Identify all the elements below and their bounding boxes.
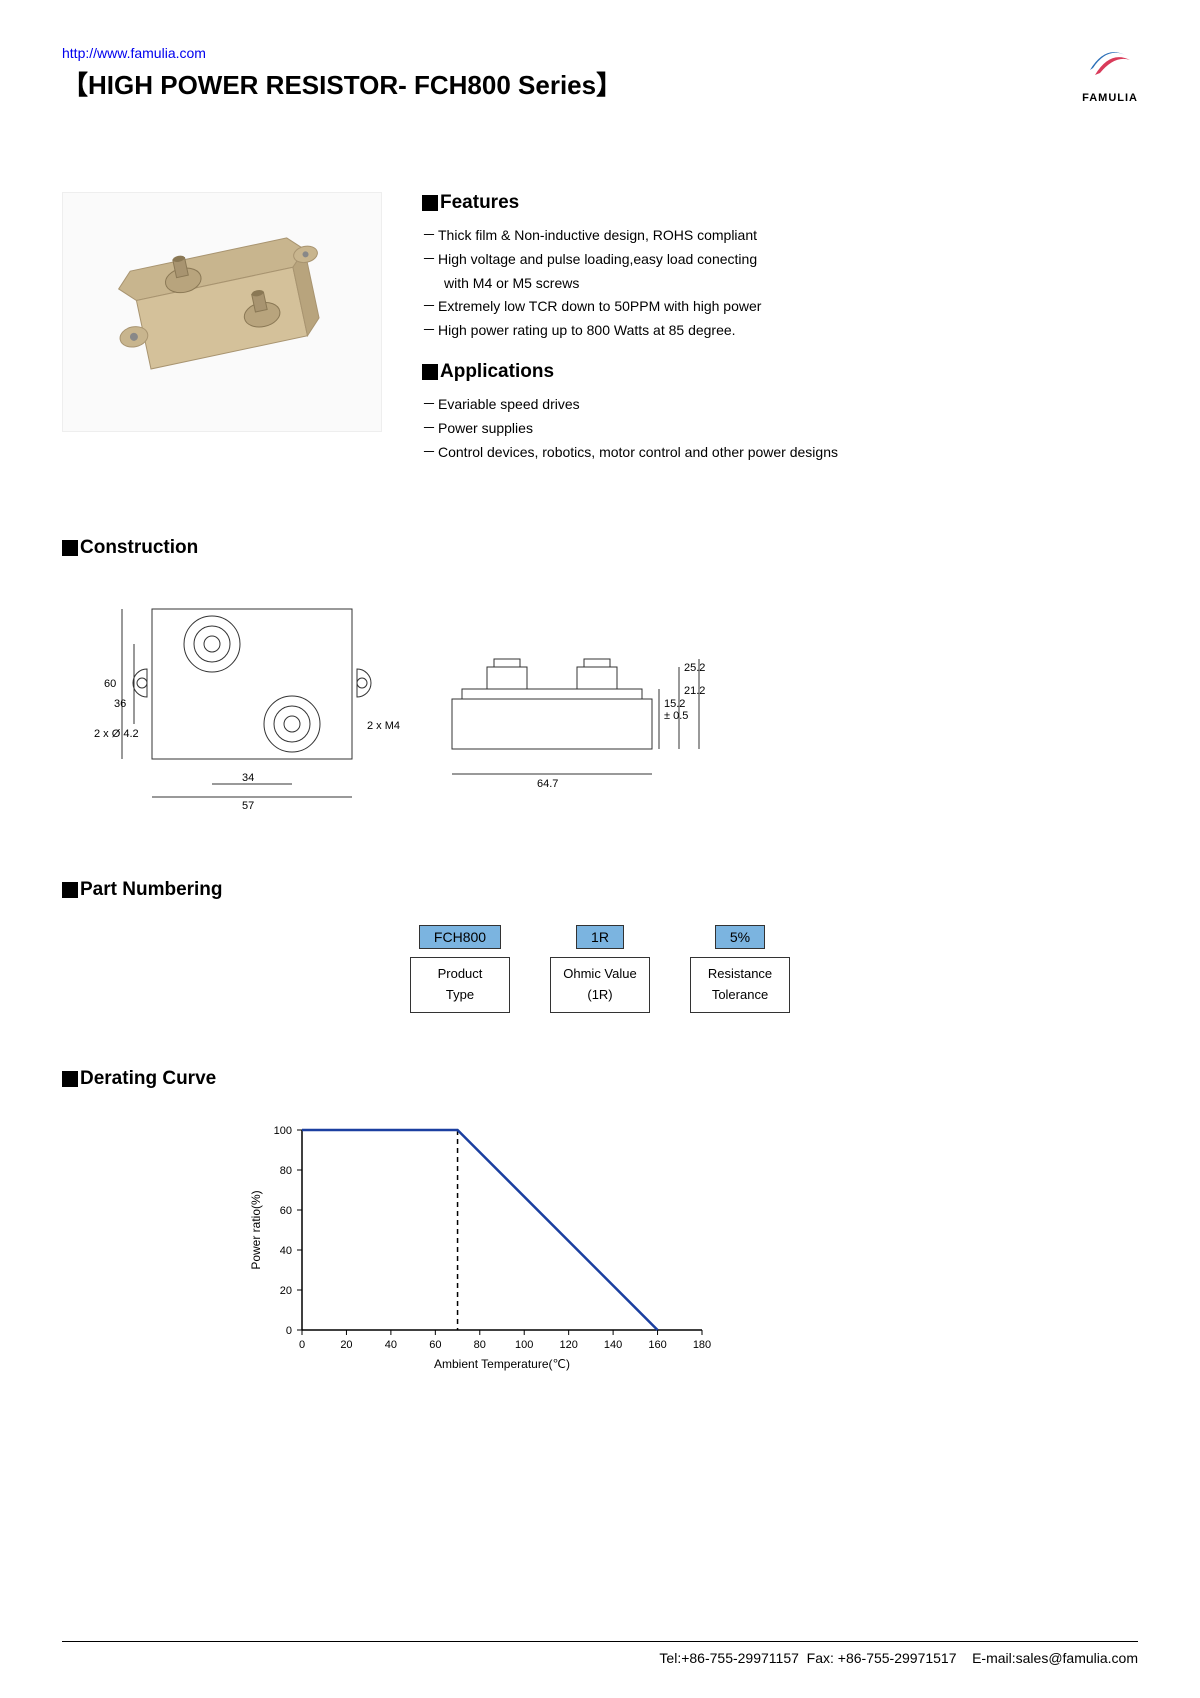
svg-text:80: 80	[474, 1339, 486, 1351]
footer-tel: Tel:+86-755-29971157	[659, 1650, 798, 1666]
features-list: Thick film & Non-inductive design, ROHS …	[422, 224, 1138, 343]
svg-text:60: 60	[280, 1205, 292, 1217]
features-heading: Features	[422, 192, 1138, 214]
partnumber-code: 1R	[576, 925, 624, 949]
partnumber-row: FCH800 ProductType 1R Ohmic Value(1R) 5% Resi…	[62, 925, 1138, 1013]
svg-text:64.7: 64.7	[537, 778, 558, 790]
svg-text:20: 20	[340, 1339, 352, 1351]
construction-heading-text: Construction	[80, 537, 198, 559]
svg-text:80: 80	[280, 1165, 292, 1177]
construction-heading: Construction	[62, 537, 1138, 559]
square-bullet-icon	[62, 1071, 78, 1087]
page-footer: Tel:+86-755-29971157 Fax: +86-755-299715…	[62, 1641, 1138, 1666]
square-bullet-icon	[62, 540, 78, 556]
svg-text:60: 60	[429, 1339, 441, 1351]
svg-text:21.2: 21.2	[684, 685, 705, 697]
product-photo	[62, 192, 382, 432]
partnumbering-heading: Part Numbering	[62, 879, 1138, 901]
svg-text:100: 100	[274, 1125, 292, 1137]
logo-swirl-icon	[1085, 45, 1135, 85]
svg-text:0: 0	[286, 1325, 292, 1337]
svg-text:Power ratio(%): Power ratio(%)	[249, 1190, 263, 1269]
footer-email: E-mail:sales@famulia.com	[972, 1650, 1138, 1666]
feature-item: Thick film & Non-inductive design, ROHS …	[422, 224, 1138, 248]
svg-text:20: 20	[280, 1285, 292, 1297]
partnumber-label: ResistanceTolerance	[690, 957, 790, 1013]
derating-heading: Derating Curve	[62, 1068, 1138, 1090]
feature-item: High power rating up to 800 Watts at 85 …	[422, 319, 1138, 343]
svg-text:36: 36	[114, 698, 126, 710]
partnumber-code: FCH800	[419, 925, 501, 949]
feature-item: with M4 or M5 screws	[422, 272, 1138, 296]
applications-heading-text: Applications	[440, 361, 554, 383]
feature-item: High voltage and pulse loading,easy load…	[422, 248, 1138, 272]
svg-text:0: 0	[299, 1339, 305, 1351]
page-title: 【HIGH POWER RESISTOR- FCH800 Series】	[62, 65, 1138, 102]
hole-label: 2 x Ø 4.2	[94, 728, 139, 740]
svg-text:140: 140	[604, 1339, 622, 1351]
header-url[interactable]: http://www.famulia.com	[62, 45, 1138, 61]
partnumber-column: 1R Ohmic Value(1R)	[550, 925, 650, 1013]
svg-text:± 0.5: ± 0.5	[664, 710, 688, 722]
svg-text:57: 57	[242, 800, 254, 812]
construction-diagram: 60 36 2 x Ø 4.2 2 x M4 34 57 64.7 15.2 ±…	[92, 589, 1138, 824]
svg-text:Ambient Temperature(℃): Ambient Temperature(℃)	[434, 1357, 570, 1371]
applications-list: Evariable speed drivesPower suppliesCont…	[422, 393, 1138, 464]
application-item: Control devices, robotics, motor control…	[422, 441, 1138, 465]
svg-text:160: 160	[648, 1339, 666, 1351]
square-bullet-icon	[422, 364, 438, 380]
partnumber-column: 5% ResistanceTolerance	[690, 925, 790, 1013]
svg-text:15.2: 15.2	[664, 698, 685, 710]
footer-fax: Fax: +86-755-29971517	[807, 1650, 957, 1666]
feature-item: Extremely low TCR down to 50PPM with hig…	[422, 295, 1138, 319]
square-bullet-icon	[62, 882, 78, 898]
svg-text:100: 100	[515, 1339, 533, 1351]
partnumber-label: ProductType	[410, 957, 510, 1013]
svg-text:60: 60	[104, 678, 116, 690]
svg-text:120: 120	[559, 1339, 577, 1351]
derating-heading-text: Derating Curve	[80, 1068, 216, 1090]
features-heading-text: Features	[440, 192, 519, 214]
svg-text:180: 180	[693, 1339, 711, 1351]
partnumber-code: 5%	[715, 925, 765, 949]
brand-logo: FAMULIA	[1082, 45, 1138, 104]
derating-chart: 0 20 40 60 80 100 120 140 160 180 0 20 40 60 80 100 Ambi…	[242, 1110, 1138, 1385]
svg-text:34: 34	[242, 772, 254, 784]
thread-label: 2 x M4	[367, 720, 400, 732]
svg-text:40: 40	[385, 1339, 397, 1351]
application-item: Evariable speed drives	[422, 393, 1138, 417]
partnumbering-heading-text: Part Numbering	[80, 879, 223, 901]
svg-text:25.2: 25.2	[684, 662, 705, 674]
brand-name: FAMULIA	[1082, 92, 1138, 104]
partnumber-label: Ohmic Value(1R)	[550, 957, 650, 1013]
square-bullet-icon	[422, 195, 438, 211]
partnumber-column: FCH800 ProductType	[410, 925, 510, 1013]
application-item: Power supplies	[422, 417, 1138, 441]
svg-text:40: 40	[280, 1245, 292, 1257]
applications-heading: Applications	[422, 361, 1138, 383]
